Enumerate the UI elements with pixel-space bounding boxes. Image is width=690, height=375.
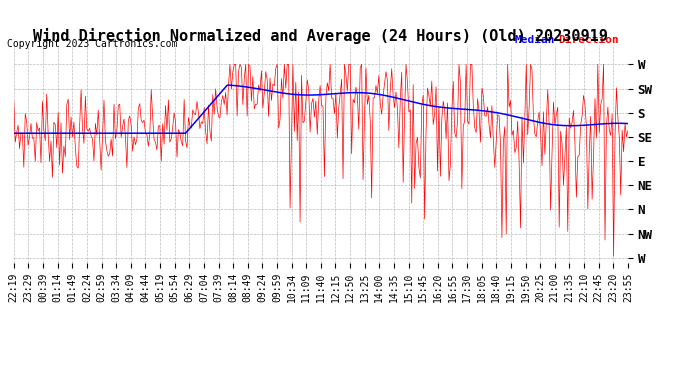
Text: Copyright 2023 Cartronics.com: Copyright 2023 Cartronics.com bbox=[7, 39, 177, 50]
Text: Direction: Direction bbox=[558, 35, 619, 45]
Title: Wind Direction Normalized and Average (24 Hours) (Old) 20230919: Wind Direction Normalized and Average (2… bbox=[33, 28, 609, 44]
Text: Median: Median bbox=[514, 35, 555, 45]
